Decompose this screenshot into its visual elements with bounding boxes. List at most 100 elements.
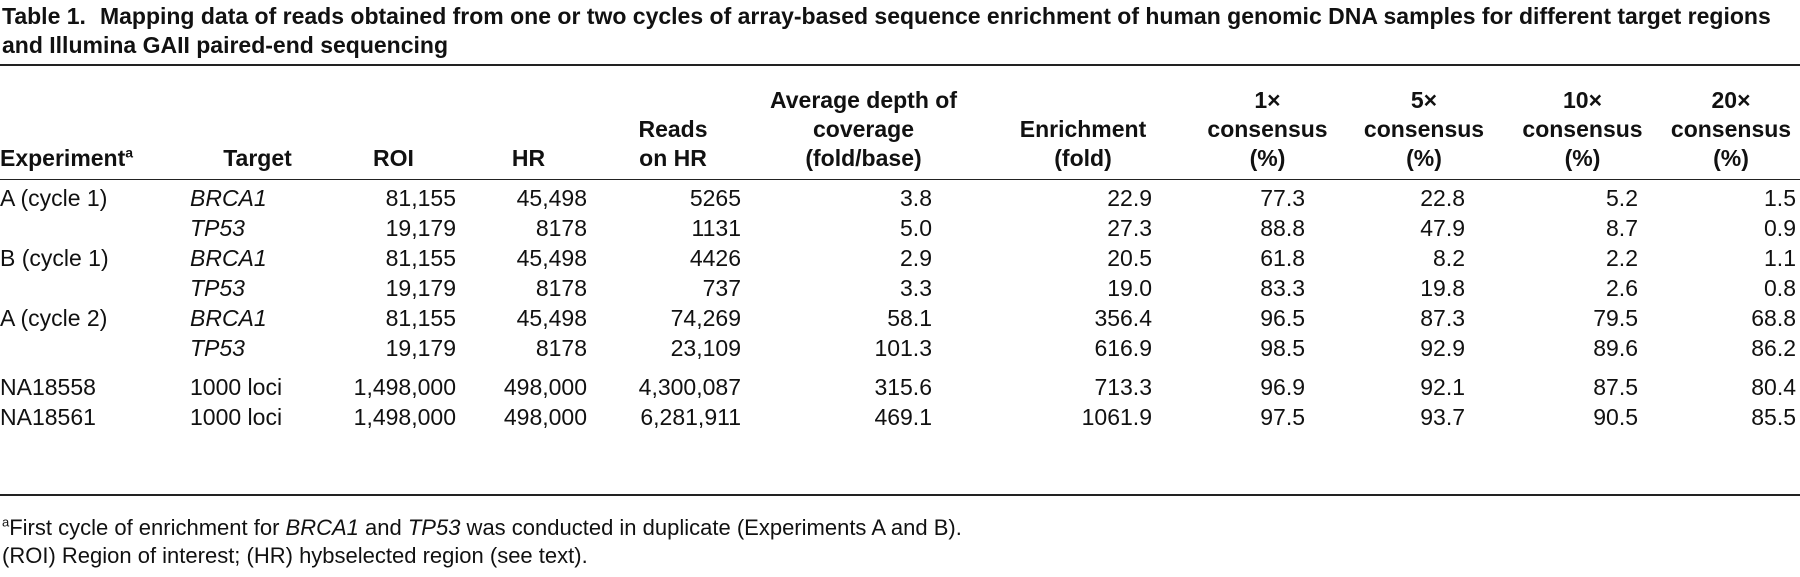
cell-hr: 8178	[535, 335, 587, 361]
header-row: Experimenta Target ROI HR Reads on HR Ave…	[0, 73, 1800, 173]
table-row: NA18558 1000 loci 1,498,000 498,000 4,300,08…	[0, 363, 1800, 402]
cell-experiment: A (cycle 1)	[0, 185, 108, 211]
cell-experiment	[0, 273, 190, 303]
table-row: B (cycle 1) BRCA1 81,155 45,498 4426 2.9 20.5 6…	[0, 243, 1800, 273]
header-roi: ROI	[373, 145, 414, 171]
table-row: A (cycle 1) BRCA1 81,155 45,498 5265 3.8 22.9 7…	[0, 173, 1800, 213]
cell-reads-on-hr: 4,300,087	[638, 374, 741, 400]
cell-5x-consensus: 92.9	[1420, 335, 1465, 361]
cell-10x-consensus: 89.6	[1593, 335, 1638, 361]
header-average-depth: Average depth of coverage (fold/base)	[769, 87, 957, 171]
cell-20x-consensus: 0.8	[1764, 275, 1796, 301]
cell-enrichment: 356.4	[1094, 305, 1152, 331]
cell-average-depth: 3.3	[900, 275, 932, 301]
cell-target: 1000 loci	[190, 404, 283, 430]
cell-hr: 45,498	[516, 185, 587, 211]
header-experiment: Experimenta	[0, 144, 134, 171]
cell-hr: 498,000	[503, 374, 587, 400]
table-row: TP53 19,179 8178 737 3.3 19.0 83.3 19.8 2.6 0.8	[0, 273, 1800, 303]
cell-experiment: B (cycle 1)	[0, 245, 109, 271]
cell-target: BRCA1	[190, 305, 267, 331]
cell-reads-on-hr: 1131	[691, 215, 741, 241]
cell-1x-consensus: 98.5	[1260, 335, 1305, 361]
cell-experiment: NA18561	[0, 404, 96, 430]
cell-1x-consensus: 88.8	[1260, 215, 1305, 241]
table-row: A (cycle 2) BRCA1 81,155 45,498 74,269 58.1 35…	[0, 303, 1800, 333]
cell-10x-consensus: 2.6	[1606, 275, 1638, 301]
cell-5x-consensus: 19.8	[1420, 275, 1465, 301]
cell-5x-consensus: 8.2	[1433, 245, 1465, 271]
header-rule	[0, 179, 1800, 180]
cell-target: 1000 loci	[190, 374, 283, 400]
cell-reads-on-hr: 74,269	[670, 305, 741, 331]
cell-experiment: NA18558	[0, 374, 96, 400]
cell-1x-consensus: 96.5	[1260, 305, 1305, 331]
cell-experiment: A (cycle 2)	[0, 305, 108, 331]
cell-5x-consensus: 93.7	[1420, 404, 1465, 430]
cell-5x-consensus: 92.1	[1420, 374, 1465, 400]
cell-target: BRCA1	[190, 245, 267, 271]
cell-average-depth: 58.1	[887, 305, 932, 331]
cell-roi: 19,179	[385, 215, 456, 241]
cell-1x-consensus: 83.3	[1260, 275, 1305, 301]
cell-target: BRCA1	[190, 185, 267, 211]
cell-20x-consensus: 85.5	[1751, 404, 1796, 430]
cell-roi: 1,498,000	[353, 404, 456, 430]
cell-20x-consensus: 86.2	[1751, 335, 1796, 361]
cell-reads-on-hr: 6,281,911	[640, 404, 741, 430]
footnote-a: aFirst cycle of enrichment for BRCA1 and…	[2, 514, 962, 540]
cell-reads-on-hr: 23,109	[670, 335, 741, 361]
cell-enrichment: 616.9	[1094, 335, 1152, 361]
table-caption: Table 1. Mapping data of reads obtained f…	[2, 2, 1792, 60]
cell-5x-consensus: 22.8	[1420, 185, 1465, 211]
cell-10x-consensus: 2.2	[1606, 245, 1638, 271]
table-row: NA18561 1000 loci 1,498,000 498,000 6,281,91…	[0, 402, 1800, 432]
cell-10x-consensus: 79.5	[1593, 305, 1638, 331]
cell-reads-on-hr: 737	[702, 275, 741, 301]
header-enrichment: Enrichment (fold)	[1019, 116, 1147, 171]
cell-reads-on-hr: 5265	[689, 185, 741, 211]
cell-experiment	[0, 213, 190, 243]
header-20x-consensus: 20× consensus (%)	[1670, 87, 1792, 171]
header-10x-consensus: 10× consensus (%)	[1522, 87, 1643, 171]
cell-roi: 81,155	[385, 185, 456, 211]
table-row: TP53 19,179 8178 1131 5.0 27.3 88.8 47.9 8.7 0.9	[0, 213, 1800, 243]
table-footnotes: aFirst cycle of enrichment for BRCA1 and…	[2, 514, 1792, 570]
cell-enrichment: 27.3	[1107, 215, 1152, 241]
cell-hr: 8178	[535, 275, 587, 301]
cell-enrichment: 1061.9	[1081, 404, 1152, 430]
cell-10x-consensus: 8.7	[1606, 215, 1638, 241]
data-table: Experimenta Target ROI HR Reads on HR Ave…	[0, 73, 1800, 432]
bottom-rule	[0, 494, 1800, 496]
cell-average-depth: 315.6	[874, 374, 932, 400]
table-row: TP53 19,179 8178 23,109 101.3 616.9 98.5 92.9 89…	[0, 333, 1800, 363]
cell-20x-consensus: 1.1	[1764, 245, 1796, 271]
cell-1x-consensus: 61.8	[1260, 245, 1305, 271]
cell-roi: 19,179	[385, 335, 456, 361]
cell-5x-consensus: 87.3	[1420, 305, 1465, 331]
cell-roi: 1,498,000	[353, 374, 456, 400]
cell-target: TP53	[190, 215, 245, 241]
header-hr: HR	[511, 145, 546, 171]
cell-1x-consensus: 77.3	[1260, 185, 1305, 211]
header-target: Target	[223, 145, 292, 171]
cell-average-depth: 3.8	[900, 185, 932, 211]
cell-target: TP53	[190, 335, 245, 361]
cell-hr: 8178	[535, 215, 587, 241]
cell-roi: 81,155	[385, 305, 456, 331]
cell-1x-consensus: 96.9	[1260, 374, 1305, 400]
cell-hr: 498,000	[503, 404, 587, 430]
cell-enrichment: 20.5	[1107, 245, 1152, 271]
cell-average-depth: 101.3	[874, 335, 932, 361]
cell-20x-consensus: 80.4	[1751, 374, 1796, 400]
cell-reads-on-hr: 4426	[689, 245, 741, 271]
cell-20x-consensus: 0.9	[1764, 215, 1796, 241]
cell-5x-consensus: 47.9	[1420, 215, 1465, 241]
cell-average-depth: 5.0	[900, 215, 932, 241]
cell-enrichment: 713.3	[1094, 374, 1152, 400]
top-rule	[0, 64, 1800, 66]
table-body: A (cycle 1) BRCA1 81,155 45,498 5265 3.8 22.9 7…	[0, 173, 1800, 432]
cell-hr: 45,498	[516, 245, 587, 271]
header-1x-consensus: 1× consensus (%)	[1207, 87, 1328, 171]
cell-average-depth: 469.1	[874, 404, 932, 430]
